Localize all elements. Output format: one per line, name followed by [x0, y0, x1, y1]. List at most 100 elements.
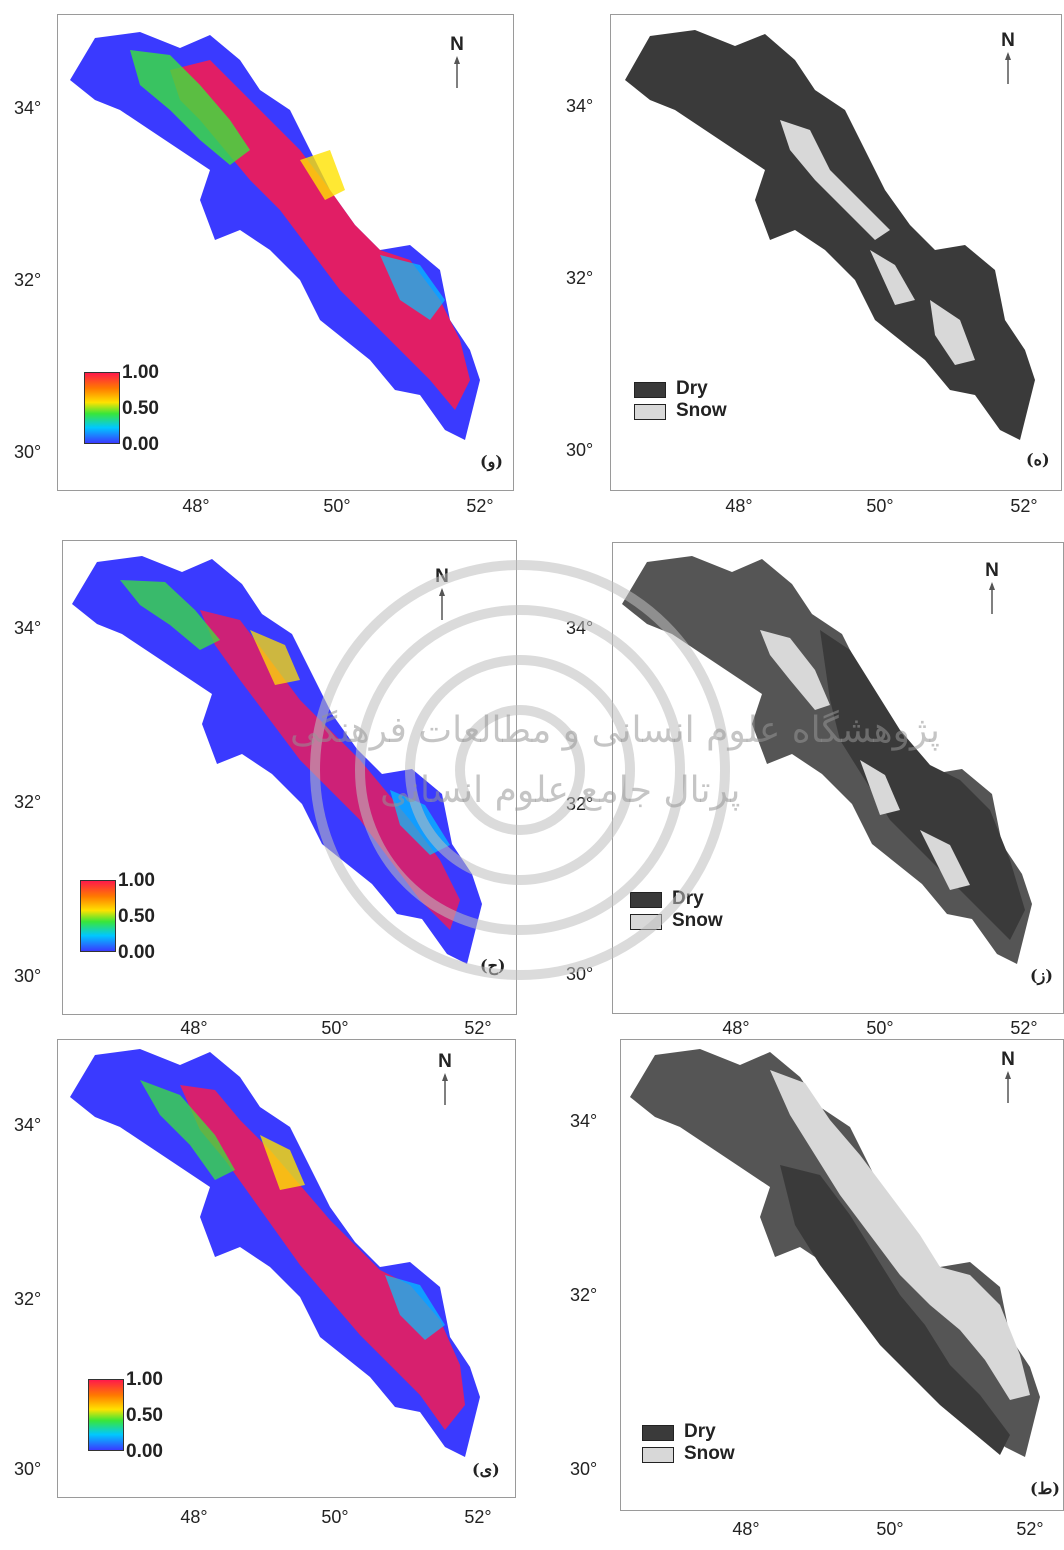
- region-map-classified: [630, 1049, 1040, 1457]
- region-mid-zone-3: [300, 150, 345, 200]
- lat-tick: 30°: [566, 964, 594, 984]
- lat-tick: 34°: [14, 618, 42, 638]
- north-arrow: N: [430, 566, 454, 627]
- region-high-zone: [200, 610, 460, 930]
- map-panel-p5: N 34° 32° 30° 48° 50° 52°: [0, 1035, 530, 1550]
- snow-zone-2: [920, 830, 970, 890]
- lon-tick: 50°: [876, 1519, 904, 1539]
- lat-tick: 30°: [570, 1459, 598, 1479]
- legend-max: 1.00: [118, 870, 155, 891]
- legend-swatch-dry: [642, 1425, 674, 1441]
- lat-tick: 34°: [14, 98, 42, 118]
- north-arrow-icon: [454, 56, 460, 88]
- lon-tick: 50°: [321, 1018, 349, 1038]
- dry-zone-dark: [820, 630, 1025, 940]
- map-panel-p1: N 34° 32° 30° 48° 50° 52° 1.00 0.50 0.00…: [0, 0, 530, 520]
- lat-tick: 32°: [14, 270, 42, 290]
- lon-tick: 52°: [466, 496, 494, 516]
- lon-tick: 48°: [180, 1507, 208, 1527]
- color-bar: [84, 372, 120, 444]
- legend-label-dry: Dry: [684, 1421, 716, 1442]
- legend-min: 0.00: [118, 942, 155, 963]
- region-high-zone: [180, 1085, 465, 1430]
- region-map-continuous: [70, 32, 480, 440]
- legend-mid: 0.50: [126, 1405, 163, 1426]
- panel-label: (ه): [1026, 450, 1050, 469]
- legend-label-dry: Dry: [676, 378, 708, 399]
- legend-swatch-snow: [642, 1447, 674, 1463]
- legend-mid: 0.50: [118, 906, 155, 927]
- lon-tick: 48°: [180, 1018, 208, 1038]
- north-label: N: [438, 1051, 452, 1072]
- snow-zone: [760, 630, 830, 710]
- legend-label-snow: Snow: [676, 400, 727, 421]
- legend-swatch-dry: [630, 892, 662, 908]
- legend-min: 0.00: [126, 1441, 163, 1462]
- region-shape: [625, 30, 1035, 440]
- north-arrow-icon: [989, 582, 995, 614]
- lat-tick: 30°: [14, 1459, 42, 1479]
- region-mid-zone-2: [380, 255, 445, 320]
- north-label: N: [1001, 1049, 1015, 1070]
- region-shape: [72, 556, 482, 964]
- lon-tick: 52°: [1010, 1018, 1038, 1038]
- lon-tick: 52°: [464, 1507, 492, 1527]
- north-label: N: [1001, 30, 1015, 51]
- lat-tick: 34°: [14, 1115, 42, 1135]
- lon-tick: 48°: [722, 1018, 750, 1038]
- panel-label: (ی): [472, 1460, 500, 1479]
- lat-tick: 30°: [566, 440, 594, 460]
- north-arrow-icon: [1005, 1071, 1011, 1103]
- dry-zone-dark: [780, 1165, 1010, 1455]
- lon-tick: 52°: [1010, 496, 1038, 516]
- north-arrow-icon: [442, 1073, 448, 1105]
- legend-min: 0.00: [122, 434, 159, 455]
- map-panel-p2: N 34° 32° 30° 48° 50° 52° Dry Snow (ه): [530, 0, 1064, 520]
- lat-tick: 32°: [566, 268, 594, 288]
- region-mid-zone: [130, 50, 250, 165]
- legend-mid: 0.50: [122, 398, 159, 419]
- lat-tick: 32°: [566, 794, 594, 814]
- north-label: N: [450, 34, 464, 55]
- panel-label: (ط): [1030, 1479, 1060, 1498]
- lon-tick: 50°: [323, 496, 351, 516]
- legend-label-snow: Snow: [684, 1443, 735, 1464]
- lat-tick: 34°: [566, 96, 594, 116]
- legend-max: 1.00: [122, 362, 159, 383]
- region-shape: [70, 32, 480, 440]
- legend-label-snow: Snow: [672, 910, 723, 931]
- lon-tick: 52°: [464, 1018, 492, 1038]
- map-panel-p3: N 34° 32° 30° 48° 50° 52° 1.00 0.50 0.00…: [0, 520, 530, 1038]
- lat-tick: 30°: [14, 966, 42, 986]
- legend-label-dry: Dry: [672, 888, 704, 909]
- north-arrow-icon: [439, 588, 445, 620]
- snow-zone: [770, 1070, 1030, 1400]
- region-mid-zone-3: [260, 1135, 305, 1190]
- snow-zone-3: [870, 250, 915, 305]
- region-mid-zone-3: [250, 630, 300, 685]
- map-panel-p4: N 34° 32° 30° 48° 50° 52° Dry Snow (ز): [530, 520, 1064, 1038]
- panel-label: (ح): [480, 956, 506, 975]
- lat-tick: 30°: [14, 442, 42, 462]
- north-label: N: [435, 566, 449, 587]
- lon-tick: 50°: [866, 496, 894, 516]
- panel-label: (و): [480, 452, 503, 471]
- region-map-continuous: [70, 1049, 480, 1457]
- legend-swatch-snow: [630, 914, 662, 930]
- snow-zone-2: [930, 300, 975, 365]
- map-panel-p6: N 34° 32° 30° 48° 50° 52° Dry Snow (ط): [530, 1035, 1064, 1550]
- region-mid-zone: [120, 580, 220, 650]
- north-arrow: N: [433, 1051, 457, 1112]
- snow-zone-3: [860, 760, 900, 815]
- legend-max: 1.00: [126, 1369, 163, 1390]
- color-bar: [88, 1379, 124, 1451]
- lat-tick: 34°: [566, 618, 594, 638]
- north-arrow: N: [996, 1049, 1020, 1110]
- lon-tick: 48°: [732, 1519, 760, 1539]
- north-arrow: N: [980, 560, 1004, 621]
- lat-tick: 32°: [14, 792, 42, 812]
- lat-tick: 32°: [14, 1289, 42, 1309]
- region-mid-zone-2: [385, 1275, 445, 1340]
- legend-swatch-dry: [634, 382, 666, 398]
- legend-swatch-snow: [634, 404, 666, 420]
